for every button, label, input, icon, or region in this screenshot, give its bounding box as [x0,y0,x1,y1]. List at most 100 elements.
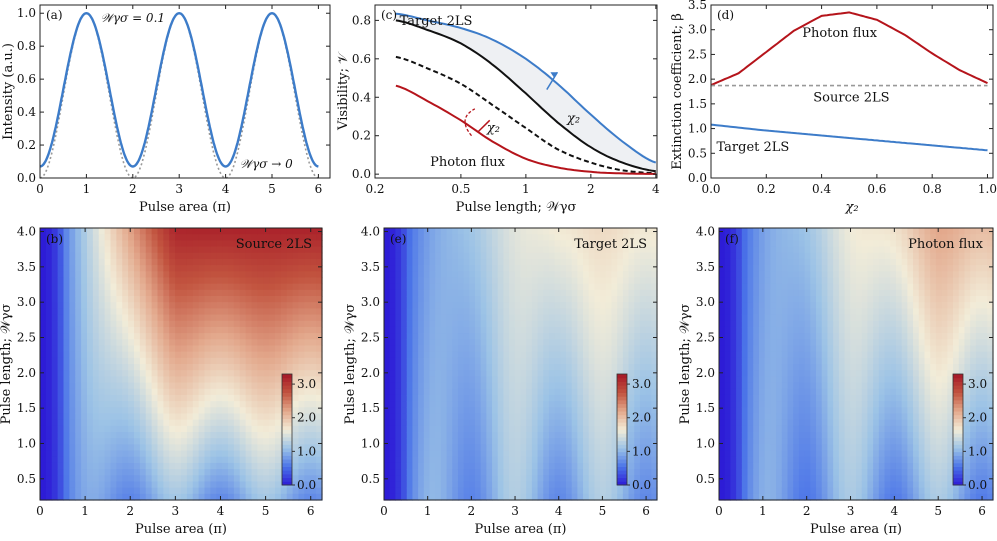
heatmap-cell [719,413,726,421]
heatmap-cell [577,308,584,316]
heatmap-cell [257,450,264,458]
heatmap-cell [634,271,641,279]
heatmap-cell [418,252,425,260]
heatmap-cell [429,246,436,254]
heatmap-cell [446,234,453,241]
heatmap-cell [75,493,82,501]
heatmap-cell [87,481,94,489]
heatmap-cell [429,234,436,241]
heatmap-cell [412,413,419,421]
heatmap-cell [92,326,100,334]
heatmap-cell [286,308,294,316]
heatmap-cell [435,407,442,415]
heatmap-cell [181,271,188,279]
heatmap-cell [269,469,276,476]
heatmap-cell [463,240,470,248]
heatmap-cell [429,481,436,489]
heatmap-cell [110,339,117,347]
heatmap-cell [98,339,106,347]
heatmap-cell [45,370,53,377]
heatmap-cell [198,246,206,254]
heatmap-cell [452,425,459,433]
heatmap-cell [69,456,76,464]
heatmap-cell [216,469,223,476]
heatmap-cell [452,376,459,384]
heatmap-cell [198,228,206,235]
heatmap-cell [480,462,487,470]
heatmap-cell [57,370,65,377]
heatmap-cell [280,277,288,285]
heatmap-cell [719,432,726,439]
heatmap-cell [122,407,129,415]
heatmap-cell [192,320,200,328]
heatmap-cell [263,314,270,322]
heatmap-cell [395,413,402,421]
heatmap-cell [245,351,253,359]
heatmap-cell [492,283,499,291]
heatmap-cell [440,364,448,371]
heatmap-cell [92,258,100,266]
heatmap-cell [440,271,448,279]
heatmap-cell [134,265,141,272]
heatmap-cell [63,456,70,464]
heatmap-cell [51,296,59,303]
heatmap-cell [747,475,754,483]
heatmap-cell [216,425,223,433]
heatmap-cell [486,302,493,309]
heatmap-cell [139,351,147,359]
heatmap-cell [747,357,754,365]
heatmap-cell [747,271,754,279]
heatmap-cell [310,240,317,248]
heatmap-cell [204,258,211,266]
heatmap-cell [492,258,499,266]
heatmap-cell [169,351,176,359]
heatmap-cell [611,462,618,470]
heatmap-cell [186,351,194,359]
heatmap-cell [412,469,419,476]
heatmap-cell [758,493,766,501]
heatmap-cell [577,302,584,309]
heatmap-cell [275,234,282,241]
heatmap-cell [577,444,584,452]
heatmap-cell [145,493,153,501]
heatmap-cell [475,252,482,260]
heatmap-cell [423,370,431,377]
heatmap-cell [401,240,408,248]
heatmap-cell [588,351,596,359]
heatmap-cell [389,413,396,421]
heatmap-cell [239,351,247,359]
heatmap-cell [210,425,217,433]
heatmap-cell [645,493,652,501]
heatmap-cell [222,382,229,390]
heatmap-cell [175,493,182,501]
heatmap-cell [753,314,760,322]
heatmap-cell [594,314,601,322]
heatmap-cell [600,469,607,476]
heatmap-cell [286,493,294,501]
heatmap-cell [730,394,737,402]
heatmap-cell [45,240,53,248]
heatmap-cell [543,258,550,266]
heatmap-cell [548,271,556,279]
heatmap-cell [163,271,170,279]
heatmap-cell [169,469,176,476]
heatmap-cell [269,438,276,445]
heatmap-cell [418,493,425,501]
heatmap-cell [116,289,123,297]
heatmap-cell [435,450,442,458]
heatmap-cell [298,438,305,445]
heatmap-cell [198,444,206,452]
heatmap-cell [634,357,641,365]
heatmap-cell [198,450,206,458]
heatmap-cell [651,407,658,415]
heatmap-cell [566,450,573,458]
heatmap-cell [440,277,448,285]
heatmap-cell [617,339,624,347]
heatmap-cell [45,289,53,297]
heatmap-cell [110,450,117,458]
heatmap-cell [503,283,510,291]
heatmap-cell [275,475,282,483]
heatmap-cell [110,462,117,470]
heatmap-cell [628,246,635,254]
heatmap-cell [122,444,129,452]
